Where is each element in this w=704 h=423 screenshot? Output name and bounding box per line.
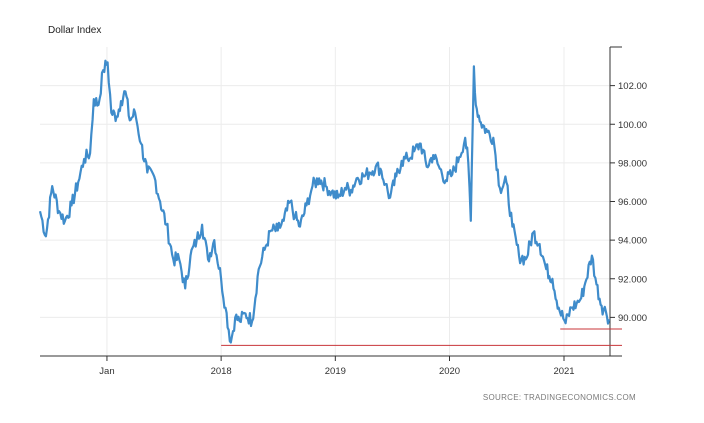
y-tick-label: 94.000 bbox=[618, 236, 647, 247]
y-tick-label: 96.000 bbox=[618, 197, 647, 208]
y-axis-ticks: 90.000 92.000 94.000 96.000 98.000 100.00 102.… bbox=[610, 81, 647, 324]
y-tick-label: 90.000 bbox=[618, 313, 647, 324]
chart-title: Dollar Index bbox=[48, 25, 102, 36]
source-label: SOURCE: TRADINGECONOMICS.COM bbox=[482, 393, 636, 402]
x-tick-label: Jan bbox=[99, 366, 114, 377]
x-tick-label: 2018 bbox=[211, 366, 232, 377]
reference-lines bbox=[221, 328, 622, 346]
x-tick-label: 2021 bbox=[553, 366, 574, 377]
x-tick-label: 2019 bbox=[325, 366, 346, 377]
y-tick-label: 98.000 bbox=[618, 158, 647, 169]
x-tick-label: 2020 bbox=[439, 366, 460, 377]
y-tick-label: 102.00 bbox=[618, 81, 647, 92]
x-axis-ticks: Jan 2018 2019 2020 2021 bbox=[99, 356, 575, 377]
y-tick-label: 92.000 bbox=[618, 274, 647, 285]
gridlines bbox=[40, 47, 610, 356]
y-tick-label: 100.00 bbox=[618, 120, 647, 131]
series-line bbox=[38, 59, 611, 344]
series-layer bbox=[38, 59, 611, 344]
